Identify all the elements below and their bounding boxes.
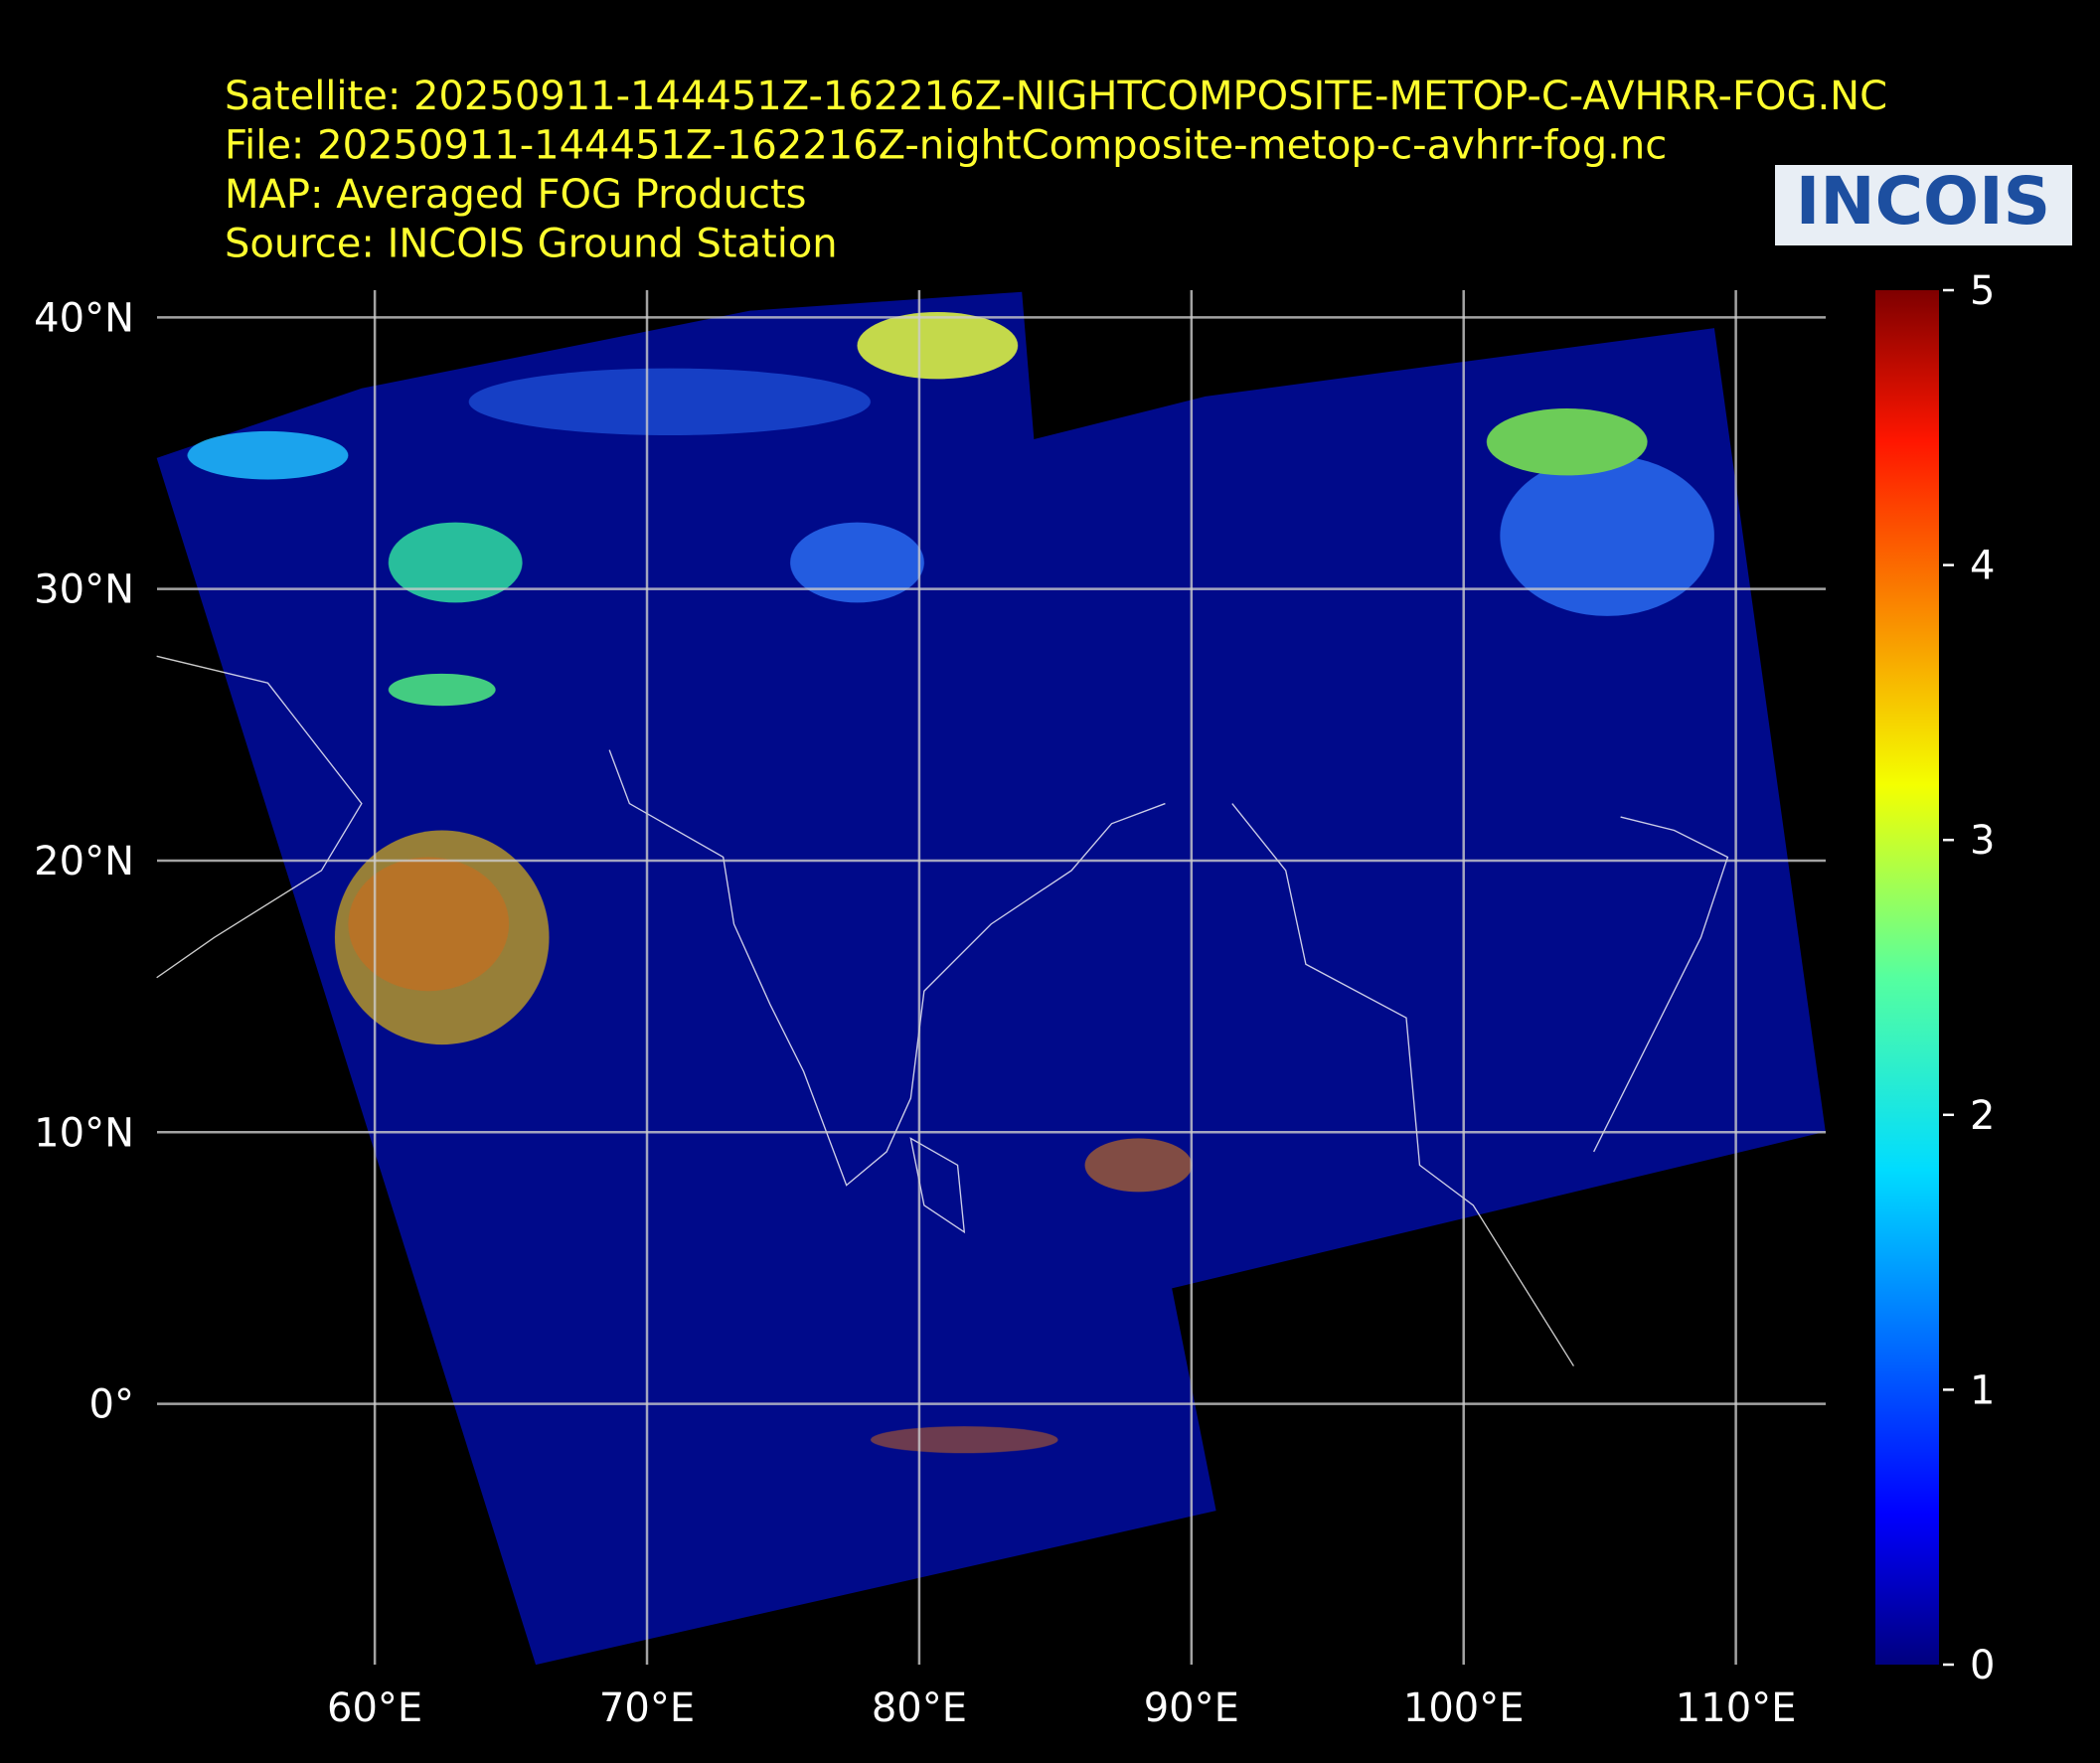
lat-label: 40°N [34,295,134,341]
lat-label: 30°N [34,567,134,613]
lon-label: 80°E [872,1685,967,1731]
lon-label: 90°E [1144,1685,1239,1731]
logo: INCOIS [1775,163,2072,245]
colorbar [1875,290,1939,1665]
lat-label: 10°N [34,1110,134,1156]
lat-label: 0° [89,1382,134,1428]
logo-box [1775,165,2072,245]
colorbar-label: 0 [1970,1643,1995,1688]
colorbar-label: 1 [1970,1367,1995,1413]
colorbar-label: 2 [1970,1093,1995,1139]
lon-label: 100°E [1403,1685,1525,1731]
header-line: Source: INCOIS Ground Station [225,222,838,267]
lon-label: 70°E [599,1685,695,1731]
lon-label: 60°E [327,1685,422,1731]
colorbar-label: 5 [1970,268,1995,314]
swath [156,291,1826,1666]
header-line: MAP: Averaged FOG Products [225,172,806,218]
colorbar-label: 3 [1970,818,1995,864]
lon-label: 110°E [1676,1685,1797,1731]
header-line: Satellite: 20250911-144451Z-162216Z-NIGH… [225,74,1887,119]
header-line: File: 20250911-144451Z-162216Z-nightComp… [225,123,1667,169]
colorbar-label: 4 [1970,544,1995,589]
logo-text: INCOIS [1796,163,2050,240]
lat-label: 20°N [34,839,134,884]
